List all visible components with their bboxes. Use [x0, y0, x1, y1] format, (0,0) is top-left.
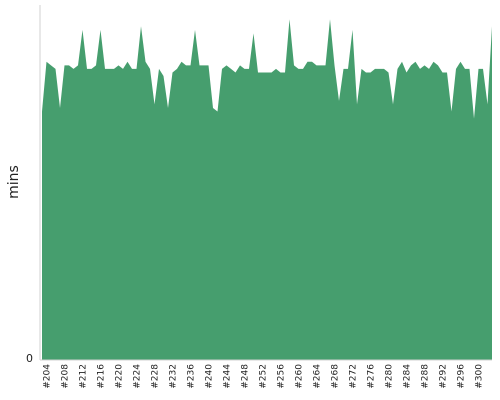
- x-tick-label: #212: [79, 364, 89, 389]
- x-tick-label: #284: [403, 364, 413, 389]
- x-tick-label: #296: [457, 364, 467, 389]
- x-tick-label: #292: [439, 364, 449, 389]
- x-tick-label: #228: [151, 364, 161, 389]
- x-tick-label: #280: [385, 364, 395, 389]
- series-area: [42, 19, 492, 360]
- x-tick-label: #252: [259, 364, 269, 389]
- x-tick-label: #220: [115, 364, 125, 389]
- y-tick-label-0: 0: [26, 352, 33, 365]
- x-tick-label: #244: [223, 364, 233, 389]
- x-tick-label: #300: [475, 364, 485, 389]
- x-tick-label: #248: [241, 364, 251, 389]
- x-tick-label: #232: [169, 364, 179, 389]
- x-tick-label: #204: [43, 364, 53, 389]
- x-tick-label: #260: [295, 364, 305, 389]
- x-tick-label: #288: [421, 364, 431, 389]
- x-tick-label: #240: [205, 364, 215, 389]
- y-axis-title: mins: [6, 165, 22, 199]
- x-tick-label: #272: [349, 364, 359, 389]
- x-tick-label: #256: [277, 364, 287, 389]
- x-tick-label: #208: [61, 364, 71, 389]
- x-tick-label: #216: [97, 364, 107, 389]
- x-tick-label: #224: [133, 364, 143, 389]
- x-tick-label: #268: [331, 364, 341, 389]
- x-tick-label: #264: [313, 364, 323, 389]
- plot-area: [42, 19, 492, 360]
- x-tick-label: #276: [367, 364, 377, 389]
- x-tick-label: #236: [187, 364, 197, 389]
- x-tick-labels: #204 #208 #212 #216 #220 #224 #228 #232 #236 #240…: [43, 364, 485, 389]
